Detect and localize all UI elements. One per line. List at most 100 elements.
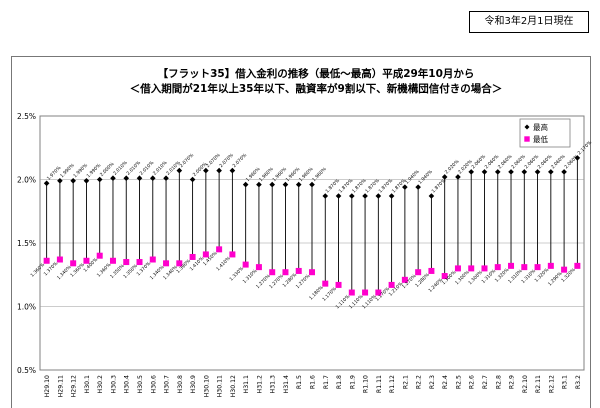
x-tick-label: R2.11 [535,375,542,393]
x-tick-label: R1.12 [389,375,396,393]
y-axis-ticks: 0.5% 1.0% 1.5% 2.0% 2.5% [17,112,36,375]
x-tick-label: R2.1 [402,375,409,389]
legend-min-label: 最低 [533,134,548,144]
max-rate-point [388,193,395,199]
max-rate-point [375,193,382,199]
legend-box [519,118,571,148]
max-rate-point [494,169,501,175]
min-rate-point [348,289,355,296]
max-rate-point [136,175,143,182]
max-rate-point [548,169,554,175]
max-rate-point [322,193,329,199]
y-tick-label: 2.0% [17,176,36,185]
legend-max-marker [524,124,530,130]
x-tick-label: H31.1 [243,375,250,393]
min-rate-point [388,281,395,288]
max-rate-point [574,155,581,161]
min-rate-point [441,273,448,280]
max-rate-point [362,193,368,199]
x-tick-label: H30.5 [137,375,144,393]
min-rate-point [335,281,342,288]
x-tick-label: R2.3 [429,375,436,389]
min-rate-point [282,269,289,276]
x-tick-label: R2.12 [548,375,555,393]
x-tick-label: R2.5 [455,375,462,389]
x-tick-label: R3.2 [575,375,582,389]
legend-max-label: 最高 [533,122,548,132]
min-rate-point [561,266,568,273]
y-tick-label: 0.5% [17,366,36,375]
x-tick-label: H30.9 [190,375,197,393]
min-rate-point [295,267,302,274]
min-rate-point [136,259,143,266]
x-tick-label: H31.4 [283,375,290,393]
x-tick-label: H30.6 [150,375,157,393]
x-tick-label: R2.8 [495,375,502,389]
max-rate-point [335,193,342,199]
max-rate-point [349,193,355,199]
min-rate-point [508,262,515,269]
x-tick-label: H30.11 [217,375,224,397]
min-rate-point [269,269,276,276]
min-rate-point [216,246,223,253]
max-rate-point [534,169,541,175]
min-rate-point [415,269,422,276]
max-rate-point [123,175,130,182]
min-rate-point [43,257,50,264]
max-rate-point [149,175,156,182]
y-tick-label: 1.0% [17,303,36,312]
max-rate-point [229,167,236,174]
range-lines [46,157,578,293]
min-rate-point [163,260,170,267]
max-rate-point [415,184,421,190]
max-rate-point [282,181,289,188]
max-rate-point [402,184,408,190]
max-rate-point [295,181,302,188]
min-rate-point [534,264,541,271]
max-rate-point [441,174,448,180]
min-rate-point [83,257,90,264]
min-rate-point [362,289,369,296]
min-rate-point [428,267,435,274]
x-tick-label: R1.7 [323,375,330,389]
max-rate-point [163,175,169,182]
x-tick-label: R2.7 [482,375,489,389]
max-rate-point [561,169,567,175]
x-tick-label: H30.12 [230,375,237,397]
x-tick-label: H31.3 [270,375,277,393]
max-rate-point [468,169,475,175]
max-rate-point [481,169,488,175]
min-rate-point [109,257,116,264]
x-tick-label: R2.4 [442,375,449,389]
max-rate-point [269,181,275,188]
x-tick-label: H29.11 [57,375,64,397]
x-tick-label: R2.2 [416,375,423,389]
min-rate-point [149,256,156,263]
max-rate-point [203,167,209,174]
max-rate-point [110,175,116,182]
legend-min-marker [524,136,530,142]
min-rate-point [229,251,236,258]
x-tick-label: H29.10 [44,375,51,397]
x-tick-label: H30.8 [177,375,184,393]
max-rate-point [428,193,435,199]
max-rate-point [455,174,461,180]
data-marks [43,155,581,296]
min-rate-point [176,260,183,267]
x-tick-label: H30.1 [84,375,91,393]
max-rate-point [216,167,222,174]
min-rate-point [322,280,329,287]
min-rate-point [309,269,315,276]
min-rate-point [454,265,461,272]
y-tick-label: 1.5% [17,239,36,248]
min-rate-point [375,289,382,296]
y-tick-label: 2.5% [17,112,36,121]
max-rate-point [256,181,262,188]
min-rate-point [574,262,581,269]
max-rate-point [57,177,63,184]
min-rate-point [481,265,488,272]
x-tick-label: H30.3 [110,375,117,393]
x-tick-label: R1.10 [363,375,370,393]
